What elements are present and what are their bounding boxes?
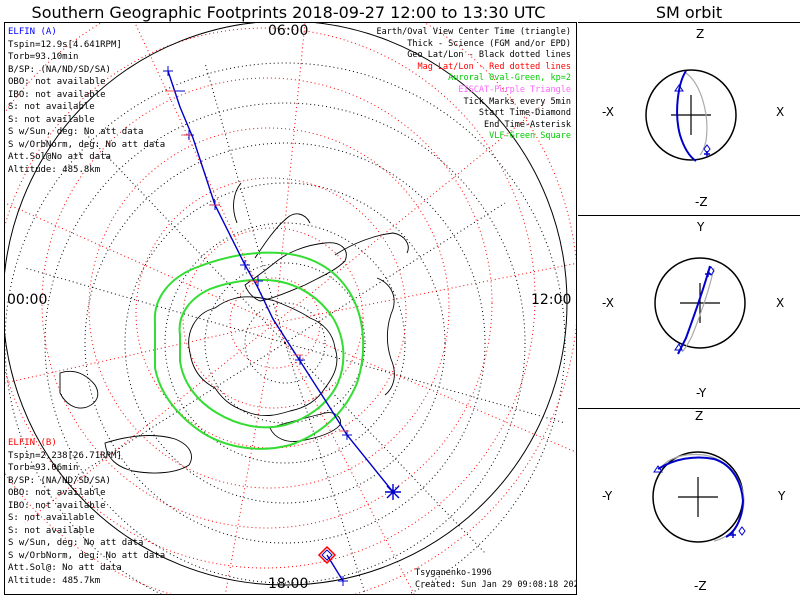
sat-b-line: Torb=93.06min [8, 463, 79, 473]
created-label: Created: Sun Jan 29 09:08:18 2023 [415, 580, 577, 590]
orbit-end-asterisk [705, 271, 711, 277]
orbit-path [676, 70, 697, 162]
axis-top-label: Y [697, 220, 705, 234]
axis-top-label: Z [695, 409, 704, 423]
orbit-path [677, 265, 711, 355]
crosshair [680, 283, 720, 323]
start-diamond [317, 545, 337, 565]
legend-item: Tick Marks every 5min [463, 96, 571, 107]
legend-item: EISCAT-Purple Triangle [458, 84, 571, 95]
sat-a-name: ELFIN (A) [8, 27, 57, 37]
sat-a-line: S w/Sun, deg: No att data [8, 127, 144, 137]
polar-map-svg [5, 23, 576, 594]
auroral-oval [153, 251, 365, 450]
sat-b-line: Att.Sol@: No att data [8, 563, 122, 573]
axis-left-label: -Y [602, 489, 613, 503]
crosshair [678, 477, 718, 517]
page-title: Southern Geographic Footprints 2018-09-2… [31, 3, 546, 22]
orbit-triangle [674, 84, 684, 92]
sat-a-line: OBO: not available [8, 77, 106, 87]
elfin-b-tick [338, 576, 348, 586]
sat-b-line: Altitude: 485.7km [8, 575, 101, 586]
axis-bottom-label: -Z [694, 579, 707, 593]
sat-b-line: B/SP: (NA/ND/SD/SA) [8, 475, 111, 486]
sat-b-name: ELFIN (B) [8, 438, 57, 448]
axis-bottom-label: -Z [695, 195, 708, 209]
map-legend: Earth/Oval View Center Time (triangle) Th… [377, 27, 571, 143]
legend-item: Start Time-Diamond [478, 108, 571, 119]
earth-circle [654, 257, 746, 349]
sat-a-line: S: not available [8, 114, 95, 125]
sat-a-line: S: not available [8, 102, 95, 112]
earth-circle [645, 69, 737, 161]
legend-item: Mag Lat/Lon - Red dotted lines [417, 61, 571, 72]
model-label: Tsyganenko-1996 [415, 568, 492, 578]
clock-label-left: 00:00 [7, 292, 48, 308]
sat-a-line: Torb=93.10min [8, 52, 79, 62]
legend-item: Auroral Oval-Green, kp=2 [448, 73, 571, 84]
elfin-b-ticks [165, 90, 349, 432]
sat-b-line: IBO: not available [8, 500, 106, 511]
end-asterisk [385, 484, 401, 500]
axis-right-label: X [776, 296, 785, 310]
sat-a-info: ELFIN (A) Tspin=12.9s[4.641RPM] Torb=93.… [8, 26, 165, 176]
orbit-panel-xy: Y -Y -X X [578, 215, 800, 408]
legend-item: VLF-Green Square [489, 131, 571, 142]
sat-b-line: OBO: not available [8, 488, 106, 498]
orbit-panel-yz: Z -Z -Y Y [578, 408, 800, 600]
sat-a-line: IBO: not available [8, 89, 106, 100]
orbit-title: SM orbit [655, 3, 723, 22]
sat-a-line: Tspin=12.9s[4.641RPM] [8, 39, 122, 50]
axis-bottom-label: -Y [696, 386, 707, 400]
clock-label-bottom: 18:00 [268, 576, 309, 592]
sat-b-line: S: not available [8, 513, 95, 523]
sat-b-line: S: not available [8, 525, 95, 536]
orbit-start-diamond [738, 526, 746, 536]
legend-item: End Time-Asterisk [484, 119, 571, 130]
sat-a-line: S w/OrbNorm, deg: No att data [8, 139, 166, 150]
elfin-b-track [326, 554, 344, 582]
legend-item: Geo Lat/Lon - Black dotted lines [407, 50, 571, 61]
axis-right-label: Y [778, 489, 786, 503]
axis-right-label: X [776, 105, 785, 119]
sat-b-line: S w/OrbNorm, deg: No att data [8, 550, 166, 561]
orbit-start-diamond [707, 266, 715, 276]
orbit-shadow [681, 267, 715, 353]
orbit-panel-xz: Z -Z -X X [578, 22, 800, 215]
orbit-shadow [685, 72, 708, 156]
orbit-path [657, 456, 745, 538]
orbit-end-asterisk [730, 532, 736, 538]
axis-top-label: Z [696, 27, 705, 41]
sat-a-line: Att.Sol@No att data [8, 152, 111, 162]
sat-b-line: Tspin=2.238[26.71RPM] [8, 450, 122, 461]
sat-b-line: S w/Sun, deg: No att data [8, 538, 144, 548]
orbit-end-asterisk [704, 151, 710, 157]
elfin-a-track [167, 70, 394, 493]
orbit-triangle [653, 465, 663, 473]
orbit-triangle [674, 343, 683, 351]
sat-a-line: Altitude: 485.8km [8, 164, 101, 175]
clock-label-right: 12:00 [531, 292, 572, 308]
geo-grid [5, 62, 566, 594]
footprint-map: 06:00 00:00 12:00 18:00 ELFIN (A) Tspin=… [4, 22, 577, 595]
axis-left-label: -X [602, 296, 614, 310]
legend-item: Thick - Science (FGM and/or EPD) [407, 38, 571, 49]
coastlines [59, 182, 409, 474]
sat-a-line: B/SP: (NA/ND/SD/SA) [8, 64, 111, 75]
axis-left-label: -X [602, 105, 614, 119]
clock-label-top: 06:00 [268, 23, 309, 39]
horizon-circle [5, 23, 568, 586]
legend-item: Earth/Oval View Center Time (triangle) [376, 27, 571, 37]
sat-b-info: ELFIN (B) Tspin=2.238[26.71RPM] Torb=93.… [8, 437, 165, 587]
